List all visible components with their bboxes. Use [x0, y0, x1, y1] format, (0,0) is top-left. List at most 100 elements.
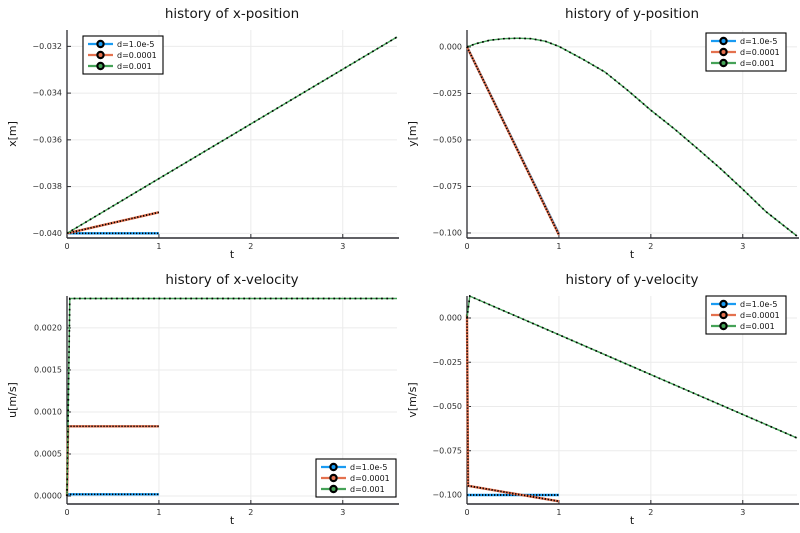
legend-entry-label: d=0.001	[350, 485, 385, 494]
legend-entry-label: d=1.0e-5	[117, 40, 154, 49]
x-tick-label: 3	[340, 508, 345, 517]
y-axis-label: x[m]	[6, 121, 19, 147]
y-tick-label: 0.0000	[34, 492, 62, 501]
y-tick-label: −0.034	[32, 89, 62, 98]
y-tick-label: −0.075	[432, 446, 462, 455]
legend-entry-label: d=0.0001	[740, 311, 780, 320]
y-tick-label: 0.0015	[34, 366, 62, 375]
x-tick-label: 0	[464, 242, 469, 251]
y-tick-label: −0.040	[32, 229, 62, 238]
chart-y-velocity: 0 1 2 3 0.000 −0.025 −0.050 −0.075 −0.100 history…	[400, 266, 800, 532]
y-tick-label: −0.032	[32, 42, 62, 51]
x-axis-label: t	[230, 514, 235, 527]
subplot-y-velocity: 0 1 2 3 0.000 −0.025 −0.050 −0.075 −0.100 history…	[400, 266, 800, 532]
legend: d=1.0e-5 d=0.0001 d=0.001	[705, 32, 787, 72]
chart-x-velocity: 0 1 2 3 0.0000 0.0005 0.0010 0.0015 0.0020 histor…	[0, 266, 400, 532]
series-markers	[466, 314, 560, 503]
series-d=0.001	[66, 297, 397, 497]
y-axis-label: v[m/s]	[406, 382, 419, 417]
y-tick-label: 0.000	[439, 314, 462, 323]
legend-entry-label: d=0.001	[740, 59, 775, 68]
legend-marker-icon	[719, 299, 728, 309]
tick-marks-and-labels: 0 1 2 3 0.0000 0.0005 0.0010 0.0015 0.0020	[34, 324, 345, 517]
y-tick-label: −0.025	[432, 358, 462, 367]
y-tick-label: −0.100	[432, 229, 462, 238]
series-d=0.0001	[465, 314, 560, 503]
series-markers	[466, 294, 798, 439]
y-axis-label: u[m/s]	[6, 382, 19, 418]
y-axis-label: y[m]	[406, 121, 419, 147]
y-tick-label: 0.0010	[34, 408, 62, 417]
y-tick-label: −0.025	[432, 89, 462, 98]
legend-entry-label: d=0.001	[117, 62, 152, 71]
x-tick-label: 1	[556, 508, 561, 517]
series-markers	[466, 37, 798, 237]
legend: d=1.0e-5 d=0.0001 d=0.001	[82, 35, 164, 75]
x-tick-label: 2	[248, 242, 253, 251]
y-tick-label: −0.100	[432, 491, 462, 500]
legend: d=1.0e-5 d=0.0001 d=0.001	[315, 458, 397, 498]
x-axis-label: t	[630, 248, 635, 261]
series-d=0.001	[466, 37, 798, 237]
x-tick-label: 1	[556, 242, 561, 251]
legend-entry-label: d=1.0e-5	[740, 300, 777, 309]
legend-marker-icon	[719, 321, 728, 331]
chart-title: history of x-velocity	[165, 272, 298, 288]
y-tick-label: 0.0005	[34, 450, 62, 459]
subplot-x-velocity: 0 1 2 3 0.0000 0.0005 0.0010 0.0015 0.0020 histor…	[0, 266, 400, 532]
legend-marker-icon	[719, 310, 728, 320]
legend-marker-icon	[96, 39, 105, 49]
legend-entry-label: d=0.001	[740, 322, 775, 331]
legend: d=1.0e-5 d=0.0001 d=0.001	[705, 295, 787, 335]
x-tick-label: 0	[464, 508, 469, 517]
y-tick-label: 0.000	[439, 43, 462, 52]
y-tick-label: −0.050	[432, 402, 462, 411]
y-tick-label: −0.050	[432, 136, 462, 145]
x-axis-label: t	[230, 248, 235, 261]
x-tick-label: 2	[248, 508, 253, 517]
series-d=0.0001	[66, 211, 160, 235]
y-tick-label: −0.036	[32, 135, 62, 144]
legend-entry-label: d=0.0001	[740, 48, 780, 57]
x-tick-label: 2	[648, 242, 653, 251]
legend-entry-label: d=0.0001	[350, 474, 390, 483]
series-d=0.0001	[465, 46, 560, 236]
series-d=0.001	[66, 36, 398, 235]
legend-marker-icon	[719, 47, 728, 57]
legend-marker-icon	[719, 58, 728, 68]
chart-x-position: 0 1 2 3 −0.040 −0.038 −0.036 −0.034 −0.032 histor…	[0, 0, 400, 266]
legend-marker-icon	[329, 462, 338, 472]
x-tick-label: 3	[740, 508, 745, 517]
legend-marker-icon	[96, 61, 105, 71]
legend-entry-label: d=0.0001	[117, 51, 157, 60]
axes	[466, 30, 799, 239]
tick-marks-and-labels: 0 1 2 3 0.000 −0.025 −0.050 −0.075 −0.100	[432, 43, 745, 251]
legend-marker-icon	[719, 36, 728, 46]
y-tick-label: −0.075	[432, 182, 462, 191]
series-markers	[466, 46, 560, 236]
series-markers	[66, 36, 398, 235]
axes	[66, 30, 399, 239]
series-markers	[66, 211, 160, 235]
chart-title: history of y-position	[565, 6, 699, 22]
x-tick-label: 1	[156, 242, 161, 251]
x-tick-label: 0	[64, 242, 69, 251]
chart-title: history of x-position	[165, 6, 299, 22]
y-tick-label: 0.0020	[34, 324, 62, 333]
legend-marker-icon	[329, 484, 338, 494]
x-axis-label: t	[630, 514, 635, 527]
x-tick-label: 0	[64, 508, 69, 517]
legend-entry-label: d=1.0e-5	[740, 37, 777, 46]
chart-title: history of y-velocity	[565, 272, 698, 288]
subplot-x-position: 0 1 2 3 −0.040 −0.038 −0.036 −0.034 −0.032 histor…	[0, 0, 400, 266]
series-markers	[66, 297, 397, 497]
subplot-y-position: 0 1 2 3 0.000 −0.025 −0.050 −0.075 −0.100 history…	[400, 0, 800, 266]
series-d=0.001	[466, 294, 798, 439]
x-tick-label: 3	[340, 242, 345, 251]
legend-marker-icon	[329, 473, 338, 483]
x-tick-label: 2	[648, 508, 653, 517]
y-tick-label: −0.038	[32, 182, 62, 191]
legend-marker-icon	[96, 50, 105, 60]
